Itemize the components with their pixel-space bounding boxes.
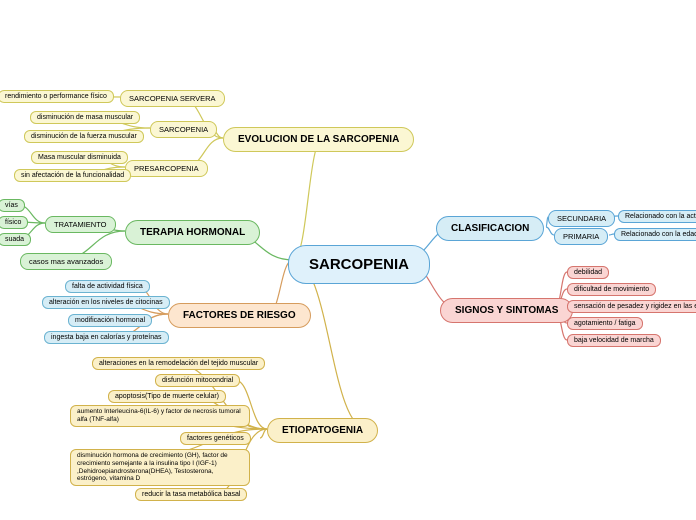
sub: PRESARCOPENIA	[125, 160, 208, 177]
leaf: Relacionado con la actividad	[618, 210, 696, 223]
leaf: suada	[0, 233, 31, 246]
leaf: disminución de la fuerza muscular	[24, 130, 144, 143]
sub: SARCOPENIA	[150, 121, 217, 138]
leaf: disminución de masa muscular	[30, 111, 140, 124]
sub: PRIMARIA	[554, 228, 608, 245]
central-node: SARCOPENIA	[288, 245, 430, 284]
leaf: disfunción mitocondrial	[155, 374, 240, 387]
main-etio: ETIOPATOGENIA	[267, 418, 378, 443]
leaf: modificación hormonal	[68, 314, 152, 327]
leaf: apoptosis(Tipo de muerte celular)	[108, 390, 226, 403]
leaf: alteraciones en la remodelación del teji…	[92, 357, 265, 370]
leaf: Relacionado con la edad	[614, 228, 696, 241]
leaf: rendimiento o performance físico	[0, 90, 114, 103]
leaf: baja velocidad de marcha	[567, 334, 661, 347]
leaf: dificultad de movimiento	[567, 283, 656, 296]
leaf: físico	[0, 216, 28, 229]
main-factores: FACTORES DE RIESGO	[168, 303, 311, 328]
leaf: alteración en los niveles de citocinas	[42, 296, 170, 309]
main-clasif: CLASIFICACION	[436, 216, 544, 241]
leaf: agotamiento / fatiga	[567, 317, 643, 330]
sub: SARCOPENIA SERVERA	[120, 90, 225, 107]
leaf: reducir la tasa metabólica basal	[135, 488, 247, 501]
main-signos: SIGNOS Y SINTOMAS	[440, 298, 573, 323]
sub: casos mas avanzados	[20, 253, 112, 270]
leaf: Masa muscular disminuida	[31, 151, 128, 164]
leaf: aumento Interleucina-6(IL-6) y factor de…	[70, 405, 250, 427]
leaf: falta de actividad física	[65, 280, 150, 293]
leaf: factores genéticos	[180, 432, 251, 445]
sub: SECUNDARIA	[548, 210, 615, 227]
leaf: vías	[0, 199, 25, 212]
leaf: sin afectación de la funcionalidad	[14, 169, 131, 182]
sub: TRATAMIENTO	[45, 216, 116, 233]
main-terapia: TERAPIA HORMONAL	[125, 220, 260, 245]
leaf: disminución hormona de crecimiento (GH),…	[70, 449, 250, 486]
main-evolucion: EVOLUCION DE LA SARCOPENIA	[223, 127, 414, 152]
leaf: sensación de pesadez y rigidez en las ex…	[567, 300, 696, 313]
leaf: ingesta baja en calorías y proteínas	[44, 331, 169, 344]
leaf: debilidad	[567, 266, 609, 279]
